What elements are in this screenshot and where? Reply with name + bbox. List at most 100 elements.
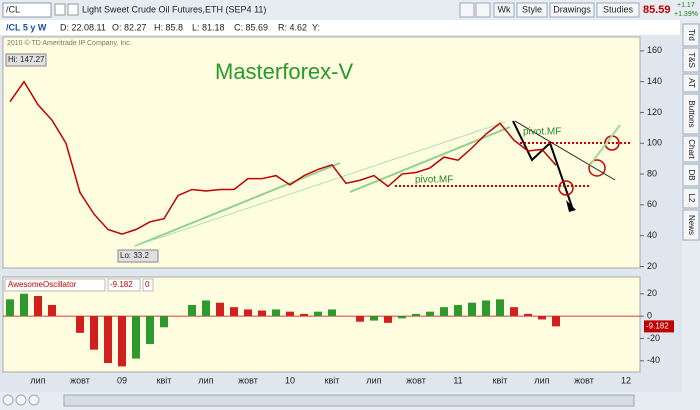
side-tab[interactable] bbox=[682, 23, 700, 47]
study-header-box[interactable] bbox=[4, 278, 106, 292]
y-tick-label: 40 bbox=[647, 230, 657, 240]
x-tick-label: жовт bbox=[238, 375, 258, 385]
x-tick-label: лип bbox=[30, 375, 45, 385]
info-field: /CL 5 y W bbox=[6, 22, 47, 32]
oscillator-bar bbox=[132, 316, 140, 359]
current-value-box bbox=[644, 320, 674, 333]
side-tab-label: Buttons bbox=[687, 100, 696, 127]
oscillator-bar bbox=[482, 300, 490, 317]
zoom-button[interactable] bbox=[28, 394, 40, 406]
oscillator-bar bbox=[384, 316, 392, 323]
oscillator-bar bbox=[90, 316, 98, 350]
oscillator-bar bbox=[202, 300, 210, 317]
side-tab-label: News bbox=[687, 215, 696, 235]
study-header-box bbox=[142, 278, 154, 292]
side-tab-label: L2 bbox=[687, 194, 696, 203]
oscillator-bar bbox=[538, 316, 546, 320]
y-tick-label: 120 bbox=[647, 107, 662, 117]
study-title: AwesomeOscillator bbox=[8, 280, 77, 289]
change-pct: +1.39% bbox=[674, 11, 698, 18]
y-tick-label: 20 bbox=[647, 288, 657, 298]
oscillator-bar bbox=[272, 309, 280, 317]
side-tab[interactable] bbox=[682, 135, 700, 163]
info-field: O: 82.27 bbox=[112, 22, 147, 32]
symbol: /CL bbox=[6, 4, 20, 14]
toolbar-button-label: Drawings bbox=[553, 4, 591, 14]
oscillator-bar bbox=[230, 307, 238, 317]
x-tick-label: лип bbox=[366, 375, 381, 385]
icon[interactable] bbox=[54, 3, 66, 16]
x-tick-label: 12 bbox=[621, 375, 631, 385]
oscillator-bar bbox=[300, 313, 308, 317]
icon[interactable] bbox=[67, 3, 79, 16]
x-tick-label: жовт bbox=[70, 375, 90, 385]
toolbar-button-label: Studies bbox=[603, 4, 634, 14]
side-tab[interactable] bbox=[682, 187, 700, 209]
study-value: 0 bbox=[145, 280, 150, 289]
oscillator-bar bbox=[146, 316, 154, 345]
annotation: Hi: 147.27 bbox=[8, 55, 45, 64]
toolbar-button[interactable] bbox=[493, 2, 515, 18]
side-tab[interactable] bbox=[682, 163, 700, 187]
x-tick-label: жовт bbox=[574, 375, 594, 385]
oscillator-bar bbox=[468, 302, 476, 317]
x-tick-label: 10 bbox=[285, 375, 295, 385]
side-tab[interactable] bbox=[682, 73, 700, 93]
scrollbar[interactable] bbox=[63, 394, 635, 407]
description: Light Sweet Crude Oil Futures,ETH (SEP4 … bbox=[82, 4, 266, 14]
x-tick-label: лип bbox=[198, 375, 213, 385]
oscillator-bar bbox=[34, 296, 42, 317]
x-tick-label: 09 bbox=[117, 375, 127, 385]
study-value: -9.182 bbox=[110, 280, 133, 289]
icon[interactable] bbox=[459, 2, 475, 18]
info-field: R: 4.62 bbox=[278, 22, 307, 32]
y-tick-label: 140 bbox=[647, 76, 662, 86]
trend-line bbox=[589, 124, 621, 166]
annotation-box bbox=[117, 249, 159, 263]
info-field: Y: bbox=[312, 22, 320, 32]
oscillator-bar bbox=[20, 293, 28, 317]
y-tick-label: 0 bbox=[647, 310, 652, 320]
symbol-input[interactable] bbox=[2, 2, 52, 18]
drawings bbox=[134, 120, 630, 247]
trend-line bbox=[514, 120, 616, 181]
oscillator-bar bbox=[6, 299, 14, 317]
oscillator-bar bbox=[454, 304, 462, 317]
toolbar-button-label: Style bbox=[522, 4, 542, 14]
side-tab-label: Trd bbox=[687, 29, 696, 41]
arrow-head bbox=[566, 200, 576, 212]
info-bar bbox=[0, 20, 680, 35]
toolbar-button[interactable] bbox=[549, 2, 595, 18]
zoom-button[interactable] bbox=[15, 394, 27, 406]
oscillator-bar bbox=[314, 311, 322, 317]
side-tab[interactable] bbox=[682, 47, 700, 73]
oscillator-bar bbox=[440, 307, 448, 317]
oscillator-bar bbox=[398, 316, 406, 319]
icon[interactable] bbox=[475, 2, 491, 18]
oscillator-bar bbox=[118, 316, 126, 367]
toolbar-button[interactable] bbox=[516, 2, 548, 18]
info-field: H: 85.8 bbox=[154, 22, 183, 32]
oscillator-bar bbox=[524, 313, 532, 317]
oscillator-bar bbox=[76, 316, 84, 333]
oscillator-bar bbox=[496, 299, 504, 317]
side-tab[interactable] bbox=[682, 93, 700, 135]
y-tick-label: 20 bbox=[647, 261, 657, 271]
circle bbox=[588, 159, 606, 177]
side-tab[interactable] bbox=[682, 209, 700, 241]
oscillator-bar bbox=[244, 309, 252, 317]
y-tick-label: -40 bbox=[647, 355, 660, 365]
oscillator-bar bbox=[286, 311, 294, 317]
oscillator-bar bbox=[412, 313, 420, 317]
oscillator-bar bbox=[160, 316, 168, 328]
y-tick-label: 80 bbox=[647, 168, 657, 178]
wave-path bbox=[512, 120, 573, 208]
zoom-button[interactable] bbox=[2, 394, 14, 406]
oscillator-bar bbox=[552, 316, 560, 327]
x-tick-label: 11 bbox=[453, 375, 462, 385]
side-tab-label: AT bbox=[687, 78, 696, 88]
toolbar-button[interactable] bbox=[596, 2, 640, 18]
annotation: pivot.MF bbox=[415, 175, 453, 186]
trend-line bbox=[134, 162, 341, 247]
annotation: Lo: 33.2 bbox=[120, 251, 149, 260]
